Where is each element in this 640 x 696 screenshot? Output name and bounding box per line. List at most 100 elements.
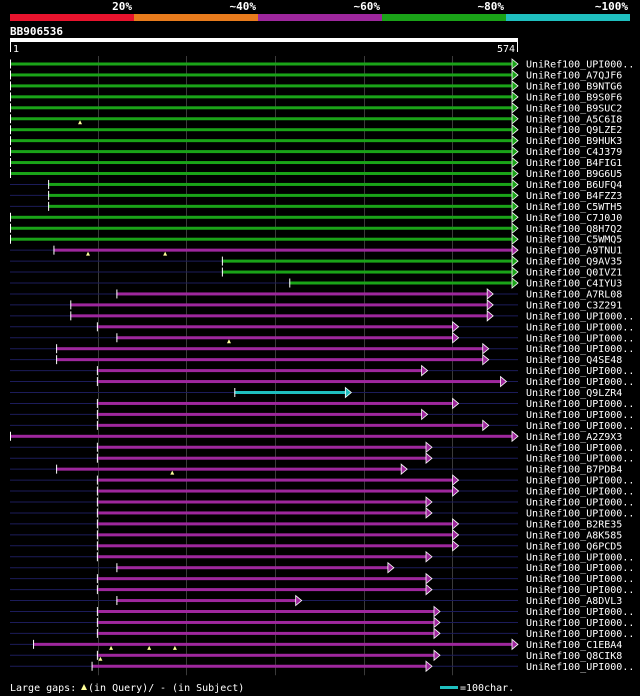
hit-bar[interactable] <box>91 664 429 668</box>
hit-label[interactable]: UniRef100_UPI000.. <box>526 377 634 388</box>
hit-label[interactable]: UniRef100_Q6PCD5 <box>526 541 622 552</box>
hit-label[interactable]: UniRef100_C5WTH5 <box>526 202 622 213</box>
hit-label[interactable]: UniRef100_C5WMQ5 <box>526 235 622 246</box>
hit-label[interactable]: UniRef100_A2Z9X3 <box>526 432 622 443</box>
hit-bar[interactable] <box>96 489 455 493</box>
hit-bar[interactable] <box>116 292 490 296</box>
hit-bar[interactable] <box>10 84 514 88</box>
hit-label[interactable]: UniRef100_UPI000.. <box>526 311 634 322</box>
hit-label[interactable]: UniRef100_UPI000.. <box>526 410 634 421</box>
hit-bar[interactable] <box>221 259 514 263</box>
hit-bar[interactable] <box>96 478 455 482</box>
hit-bar[interactable] <box>10 139 514 143</box>
hit-bar[interactable] <box>234 391 348 394</box>
hit-bar[interactable] <box>56 358 485 362</box>
hit-bar[interactable] <box>96 412 424 416</box>
hit-bar[interactable] <box>96 577 429 581</box>
hit-label[interactable]: UniRef100_Q8CIK8 <box>526 651 622 662</box>
hit-label[interactable]: UniRef100_UPI000.. <box>526 574 634 585</box>
hit-bar[interactable] <box>33 642 515 646</box>
hit-bar[interactable] <box>10 237 514 241</box>
hit-bar[interactable] <box>96 445 429 449</box>
hit-label[interactable]: UniRef100_C7J0J0 <box>526 213 622 224</box>
hit-label[interactable]: UniRef100_UPI000.. <box>526 60 634 71</box>
hit-bar[interactable] <box>96 522 455 526</box>
hit-bar[interactable] <box>116 566 390 570</box>
hit-label[interactable]: UniRef100_B4FIG1 <box>526 158 622 169</box>
hit-bar[interactable] <box>96 533 455 537</box>
hit-bar[interactable] <box>10 117 514 121</box>
hit-bar[interactable] <box>10 226 514 230</box>
hit-bar[interactable] <box>53 248 515 252</box>
hit-label[interactable]: UniRef100_Q4SE48 <box>526 355 622 366</box>
hit-bar[interactable] <box>116 599 298 603</box>
hit-label[interactable]: UniRef100_Q8H7Q2 <box>526 224 622 235</box>
hit-label[interactable]: UniRef100_A7RL08 <box>526 289 622 300</box>
hit-bar[interactable] <box>70 303 490 307</box>
hit-label[interactable]: UniRef100_UPI000.. <box>526 552 634 563</box>
hit-bar[interactable] <box>48 193 515 197</box>
hit-label[interactable]: UniRef100_B2RE35 <box>526 519 622 530</box>
hit-bar[interactable] <box>56 467 404 471</box>
hit-bar[interactable] <box>96 588 429 592</box>
hit-bar[interactable] <box>116 336 455 340</box>
hit-label[interactable]: UniRef100_UPI000.. <box>526 487 634 498</box>
hit-label[interactable]: UniRef100_UPI000.. <box>526 585 634 596</box>
hit-bar[interactable] <box>56 347 485 351</box>
hit-label[interactable]: UniRef100_C4J379 <box>526 147 622 158</box>
hit-bar[interactable] <box>96 325 455 329</box>
hit-label[interactable]: UniRef100_UPI000.. <box>526 508 634 519</box>
hit-bar[interactable] <box>96 511 429 515</box>
hit-bar[interactable] <box>10 172 514 175</box>
hit-bar[interactable] <box>96 401 455 405</box>
hit-label[interactable]: UniRef100_UPI000.. <box>526 443 634 454</box>
hit-bar[interactable] <box>96 620 436 624</box>
hit-label[interactable]: UniRef100_B7PDB4 <box>526 465 622 476</box>
hit-label[interactable]: UniRef100_Q0IVZ1 <box>526 268 622 279</box>
hit-label[interactable]: UniRef100_B9NTG6 <box>526 81 622 92</box>
hit-label[interactable]: UniRef100_UPI000.. <box>526 333 634 344</box>
hit-bar[interactable] <box>96 369 424 373</box>
hit-label[interactable]: UniRef100_UPI000.. <box>526 366 634 377</box>
hit-label[interactable]: UniRef100_B4FZZ3 <box>526 191 622 202</box>
hit-label[interactable]: UniRef100_UPI000.. <box>526 399 634 410</box>
hit-label[interactable]: UniRef100_UPI000.. <box>526 563 634 574</box>
hit-label[interactable]: UniRef100_B9G6U5 <box>526 169 622 180</box>
hit-label[interactable]: UniRef100_UPI000.. <box>526 476 634 487</box>
hit-label[interactable]: UniRef100_B9SUC2 <box>526 103 622 114</box>
hit-label[interactable]: UniRef100_B9S0F6 <box>526 92 622 103</box>
hit-bar[interactable] <box>96 423 485 427</box>
hit-label[interactable]: UniRef100_UPI000.. <box>526 618 634 629</box>
hit-bar[interactable] <box>96 456 429 460</box>
hit-label[interactable]: UniRef100_UPI000.. <box>526 662 634 673</box>
hit-bar[interactable] <box>10 62 514 66</box>
hit-bar[interactable] <box>96 544 455 548</box>
hit-label[interactable]: UniRef100_Q9LZE2 <box>526 125 622 136</box>
hit-label[interactable]: UniRef100_UPI000.. <box>526 629 634 640</box>
hit-bar[interactable] <box>10 434 514 438</box>
hit-bar[interactable] <box>96 555 429 559</box>
hit-label[interactable]: UniRef100_A9TNU1 <box>526 246 622 257</box>
hit-label[interactable]: UniRef100_UPI000.. <box>526 498 634 509</box>
hit-label[interactable]: UniRef100_UPI000.. <box>526 454 634 465</box>
hit-bar[interactable] <box>10 161 514 165</box>
hit-bar[interactable] <box>96 610 436 613</box>
hit-bar[interactable] <box>221 270 514 274</box>
hit-label[interactable]: UniRef100_UPI000.. <box>526 322 634 333</box>
hit-bar[interactable] <box>10 73 514 77</box>
hit-bar[interactable] <box>289 281 514 285</box>
hit-bar[interactable] <box>96 380 503 384</box>
hit-label[interactable]: UniRef100_Q9AV35 <box>526 257 622 268</box>
hit-label[interactable]: UniRef100_C4IYU3 <box>526 279 622 290</box>
hit-bar[interactable] <box>96 500 429 504</box>
hit-bar[interactable] <box>96 653 436 657</box>
hit-bar[interactable] <box>10 106 514 110</box>
hit-label[interactable]: UniRef100_A8DVL3 <box>526 596 622 607</box>
hit-label[interactable]: UniRef100_UPI000.. <box>526 421 634 432</box>
hit-bar[interactable] <box>96 631 436 635</box>
hit-bar[interactable] <box>10 150 514 154</box>
hit-label[interactable]: UniRef100_C1EBA4 <box>526 640 622 651</box>
hit-bar[interactable] <box>70 314 490 318</box>
hit-label[interactable]: UniRef100_C3Z291 <box>526 300 622 311</box>
hit-label[interactable]: UniRef100_Q9LZR4 <box>526 388 622 399</box>
